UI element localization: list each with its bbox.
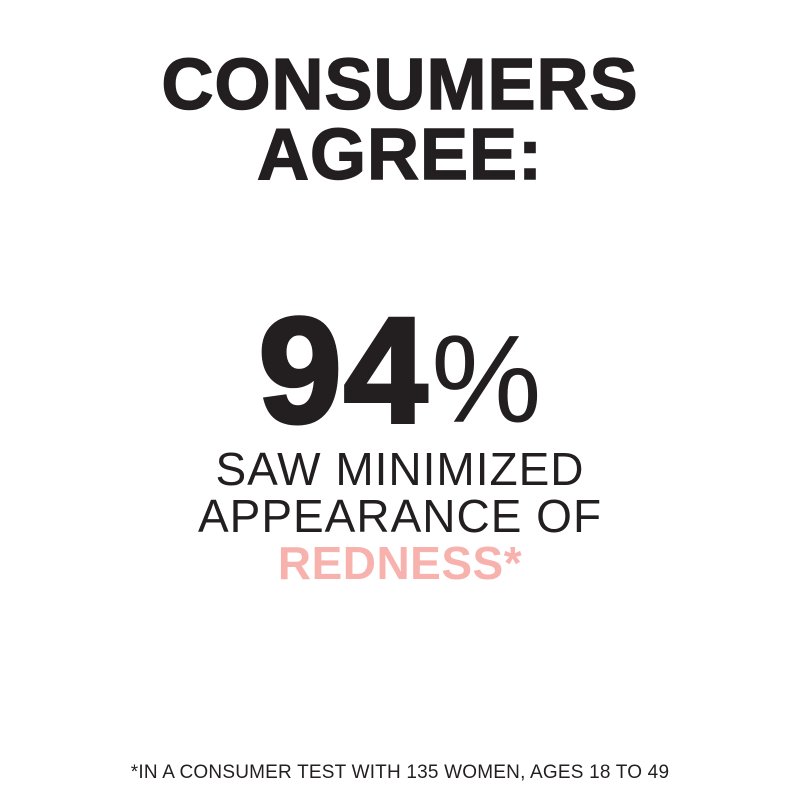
footnote-disclaimer: *IN A CONSUMER TEST WITH 135 WOMEN, AGES… — [130, 762, 670, 783]
headline: CONSUMERS AGREE: — [0, 45, 800, 195]
claim: SAW MINIMIZED APPEARANCE OF REDNESS* — [0, 446, 800, 587]
stat-value: 94 — [256, 286, 430, 454]
claim-line2: APPEARANCE OF — [197, 490, 603, 542]
headline-line2: AGREE: — [256, 115, 544, 195]
claim-line1: SAW MINIMIZED — [215, 443, 585, 495]
stat: 94% — [0, 293, 800, 493]
headline-line1: CONSUMERS — [161, 45, 639, 125]
percent-sign: % — [431, 311, 542, 449]
claim-accent-redness: REDNESS* — [277, 537, 523, 589]
